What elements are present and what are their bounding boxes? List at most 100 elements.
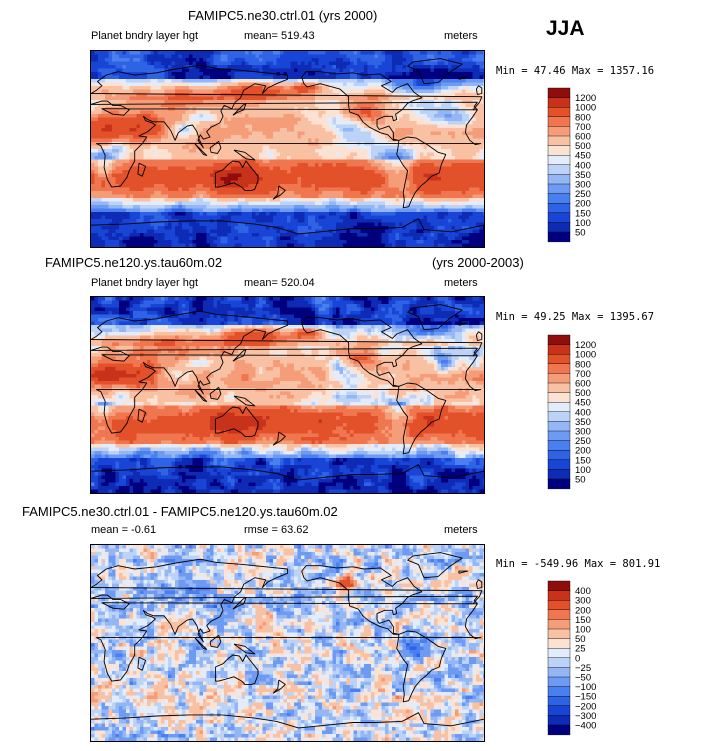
colorbar-label: 200 xyxy=(575,605,591,616)
colorbar-swatch xyxy=(547,363,571,374)
panel2-years: (yrs 2000-2003) xyxy=(432,255,524,270)
colorbar-swatch xyxy=(547,478,571,490)
colorbar-label: −25 xyxy=(575,663,591,674)
colorbar-label: 600 xyxy=(575,379,591,390)
season-label: JJA xyxy=(546,17,585,40)
colorbar-label: 100 xyxy=(575,625,591,636)
panel2-title: FAMIPC5.ne120.ys.tau60m.02 xyxy=(45,255,223,270)
panel2-minmax: Min = 49.25 Max = 1395.67 xyxy=(496,311,655,323)
colorbar-swatch xyxy=(547,401,571,413)
colorbar-swatch xyxy=(547,212,571,223)
colorbar-swatch xyxy=(547,647,571,659)
colorbar-swatch xyxy=(547,705,571,716)
colorbar-label: 1200 xyxy=(575,340,596,351)
colorbar-label: 300 xyxy=(575,180,591,191)
colorbar-swatch xyxy=(547,686,571,697)
colorbar-label: −300 xyxy=(575,711,596,722)
panel1-minmax: Min = 47.46 Max = 1357.16 xyxy=(496,65,655,77)
colorbar-swatch xyxy=(547,126,571,137)
colorbar-label: 250 xyxy=(575,436,591,447)
colorbar-swatch xyxy=(547,202,571,214)
panel3-rmse-label: rmse = 63.62 xyxy=(244,524,309,536)
colorbar-swatch xyxy=(547,459,571,470)
colorbar-swatch xyxy=(547,667,571,678)
colorbar-swatch xyxy=(547,619,571,630)
colorbar-label: 800 xyxy=(575,359,591,370)
colorbar-label: 25 xyxy=(575,644,586,655)
panel1-colorbar: 1200 1000 800 700 600 500 450 400 350 300 250 200 15… xyxy=(547,87,608,244)
colorbar-label: 300 xyxy=(575,427,591,438)
colorbar-swatch xyxy=(547,97,571,108)
panel1-mean-label: mean= 519.43 xyxy=(244,30,315,42)
panel3-minmax: Min = -549.96 Max = 801.91 xyxy=(496,558,661,570)
colorbar-label: 700 xyxy=(575,369,591,380)
colorbar-swatch xyxy=(547,107,571,118)
colorbar-label: 200 xyxy=(575,199,591,210)
colorbar-swatch xyxy=(547,344,571,355)
colorbar-label: 400 xyxy=(575,160,591,171)
panel3-map-field xyxy=(91,545,484,741)
colorbar-swatch xyxy=(547,183,571,195)
colorbar-label: −200 xyxy=(575,701,596,712)
colorbar-swatch xyxy=(547,154,571,166)
colorbar-label: 600 xyxy=(575,132,591,143)
colorbar-swatch xyxy=(547,334,571,346)
colorbar-label: 350 xyxy=(575,170,591,181)
colorbar-swatch xyxy=(547,449,571,461)
colorbar-swatch xyxy=(547,600,571,611)
panel2-map xyxy=(90,296,485,494)
colorbar-swatch xyxy=(547,411,571,422)
field-cells xyxy=(91,545,484,741)
colorbar-label: −50 xyxy=(575,673,591,684)
colorbar-swatch xyxy=(547,676,571,688)
colorbar-label: 50 xyxy=(575,228,586,239)
panel3-colorbar: 400 300 200 150 100 50 25 0 −25 −50 −100 −150 −200 −3… xyxy=(547,580,608,737)
colorbar-swatch xyxy=(547,724,571,736)
panel2-map-field xyxy=(91,297,484,493)
colorbar-label: 500 xyxy=(575,141,591,152)
panel2-mean-label: mean= 520.04 xyxy=(244,277,315,289)
colorbar-label: 200 xyxy=(575,446,591,457)
colorbar-label: −400 xyxy=(575,721,596,732)
colorbar-swatch xyxy=(547,373,571,384)
panel1-title: FAMIPC5.ne30.ctrl.01 (yrs 2000) xyxy=(188,8,378,23)
colorbar-swatch xyxy=(547,609,571,620)
colorbar-label: 150 xyxy=(575,455,591,466)
colorbar-label: 450 xyxy=(575,151,591,162)
colorbar-label: 1000 xyxy=(575,103,596,114)
colorbar-label: −100 xyxy=(575,682,596,693)
colorbar-swatch xyxy=(547,222,571,233)
colorbar-swatch xyxy=(547,590,571,601)
colorbar-swatch xyxy=(547,231,571,243)
colorbar-swatch xyxy=(547,354,571,365)
colorbar-label: 300 xyxy=(575,596,591,607)
colorbar-swatch xyxy=(547,164,571,175)
colorbar-swatch xyxy=(547,657,571,668)
panel1-variable-label: Planet bndry layer hgt xyxy=(91,30,199,42)
colorbar-label: 100 xyxy=(575,218,591,229)
colorbar-swatch xyxy=(547,116,571,127)
colorbar-swatch xyxy=(547,469,571,480)
colorbar-swatch xyxy=(547,715,571,726)
panel3-units-label: meters xyxy=(444,524,478,536)
colorbar-swatch xyxy=(547,440,571,451)
colorbar-label: 50 xyxy=(575,475,586,486)
panel1-map-field xyxy=(91,51,484,247)
colorbar-swatch xyxy=(547,135,571,147)
field-cells xyxy=(91,51,484,247)
coastlines xyxy=(91,552,484,729)
colorbar-label: 1200 xyxy=(575,93,596,104)
panel3-title: FAMIPC5.ne30.ctrl.01 - FAMIPC5.ne120.ys.… xyxy=(22,504,338,519)
panel1-units-label: meters xyxy=(444,30,478,42)
colorbar-label: 0 xyxy=(575,653,580,664)
panel2-colorbar: 1200 1000 800 700 600 500 450 400 350 300 250 200 15… xyxy=(547,334,608,491)
colorbar-swatch xyxy=(547,580,571,592)
colorbar-label: 50 xyxy=(575,634,586,645)
colorbar-swatch xyxy=(547,638,571,649)
colorbar-label: 500 xyxy=(575,388,591,399)
colorbar-swatch xyxy=(547,392,571,403)
colorbar-label: 250 xyxy=(575,189,591,200)
colorbar-label: 400 xyxy=(575,407,591,418)
colorbar-label: 800 xyxy=(575,112,591,123)
panel2-variable-label: Planet bndry layer hgt xyxy=(91,277,199,289)
